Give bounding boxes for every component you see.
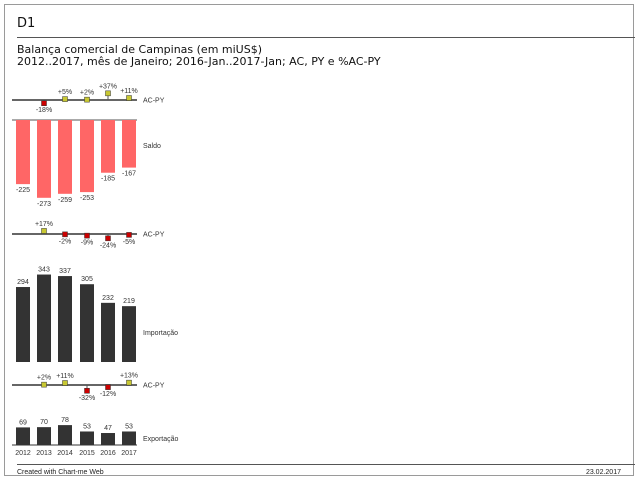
variance-label: -18% [36,107,52,114]
bar-value-label: 294 [17,279,29,286]
bar-value-label: 219 [123,298,135,305]
variance-label: -2% [59,238,71,245]
chart-title: Balança comercial de Campinas (em miUS$) [17,43,263,56]
variance-pin-head [105,235,111,242]
bar-value-label: -259 [58,197,72,204]
variance-pin-head [126,232,132,238]
bar-series-label-3: Importação [143,330,178,337]
x-tick-label: 2013 [36,450,52,457]
bar [16,427,30,445]
variance-pin-head [62,231,68,238]
variance-pin-head [41,228,47,234]
bar-series-label-5: Exportação [143,436,179,443]
variance-label: +17% [35,221,53,228]
bar-value-label: -225 [16,187,30,194]
variance-label: +11% [120,88,138,95]
variance-label: +2% [80,90,94,97]
variance-pin-head [126,379,132,386]
variance-label: -9% [81,240,93,247]
bar [80,284,94,362]
variance-pin-head [84,232,90,239]
footer-divider [17,464,635,465]
bar-value-label: 305 [81,276,93,283]
bar [101,302,115,362]
x-tick-label: 2016 [100,450,116,457]
bar-value-label: 70 [40,419,48,426]
bar-value-label: -185 [101,176,115,183]
variance-label: -32% [79,395,95,402]
variance-series-label-2: AC-PY [143,232,165,239]
variance-label: +5% [58,89,72,96]
bar [16,287,30,362]
variance-label: +2% [37,375,51,382]
bar-value-label: -253 [80,195,94,202]
bar-value-label: 343 [38,267,50,274]
bar [37,427,51,445]
bar-value-label: 78 [61,417,69,424]
variance-pin-head [105,384,111,390]
variance-pin-head [62,96,68,102]
variance-label: +13% [120,373,138,380]
bar-value-label: -167 [122,171,136,178]
chart-id: D1 [17,16,36,31]
variance-pin-head [105,90,111,97]
bar-value-label: 69 [19,419,27,426]
bar-series-label-1: Saldo [143,143,161,150]
variance-pin-stem [107,93,109,100]
variance-label: +11% [56,373,74,380]
variance-pin-head [41,381,47,388]
bar [58,120,72,194]
variance-pin-head [126,95,132,101]
bar [16,120,30,185]
bar [37,274,51,362]
bar-value-label: 53 [125,423,133,430]
footer-date: 23.02.2017 [585,469,621,476]
bar [122,431,136,445]
x-tick-label: 2012 [15,450,31,457]
variance-label: -12% [100,391,116,398]
bar [101,120,115,173]
bar-value-label: 53 [83,423,91,430]
bar [80,431,94,445]
bar-value-label: 47 [104,425,112,432]
variance-pin-head [62,380,68,386]
bar [37,120,51,198]
variance-pin-head [84,388,90,394]
bar-value-label: 337 [59,268,71,275]
bar [80,120,94,193]
variance-series-label-4: AC-PY [143,383,165,390]
variance-label: +37% [99,83,117,90]
bar [58,425,72,445]
bar-value-label: 232 [102,295,114,302]
variance-pin-stem [86,385,88,391]
x-tick-label: 2015 [79,450,95,457]
variance-series-label-0: AC-PY [143,98,165,105]
variance-label: -24% [100,242,116,249]
bar [122,306,136,362]
x-tick-label: 2014 [57,450,73,457]
variance-pin-head [84,96,90,103]
bar [101,433,115,445]
footer-credit: Created with Chart-me Web [17,469,104,476]
bar [58,276,72,362]
x-tick-label: 2017 [121,450,137,457]
header-divider [17,37,635,38]
bar [122,120,136,168]
variance-pin-head [41,100,47,106]
chart-subtitle: 2012..2017, mês de Janeiro; 2016-Jan..20… [17,55,381,68]
variance-label: -5% [123,239,135,246]
bar-value-label: -273 [37,201,51,208]
